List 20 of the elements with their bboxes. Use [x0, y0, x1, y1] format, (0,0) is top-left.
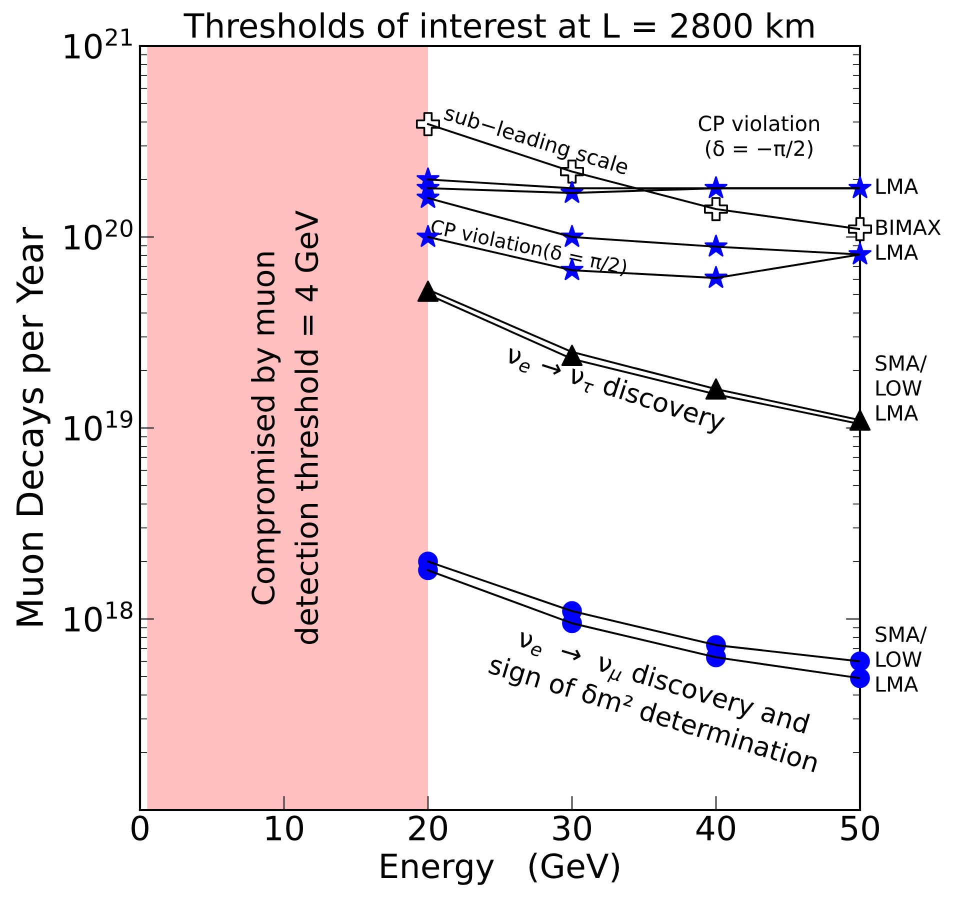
x-tick-label: 50: [841, 815, 879, 841]
text: BIMAX LMA: [876, 220, 941, 260]
y-tick-label: 10$^{18}$: [65, 601, 132, 632]
text: SMA/ LOW LMA: [876, 355, 927, 420]
x-tick-label: 40: [696, 815, 735, 841]
y-axis-title: Muon Decays per Year: [16, 226, 50, 626]
band-label: Compromised by muon detection threshold = 4 GeV: [251, 210, 318, 644]
x-tick-label: 0: [132, 815, 148, 841]
annotation: CP violation (δ = −π/2): [698, 115, 819, 159]
x-tick-label: 10: [266, 815, 303, 841]
x-axis-title: Energy (GeV): [381, 852, 619, 885]
chart-title: Thresholds of interest at L = 2800 km: [184, 12, 814, 38]
y-tick-label: 10$^{20}$: [65, 219, 132, 250]
x-tick-label: 20: [409, 815, 447, 841]
x-tick-label: 30: [553, 815, 591, 841]
y-tick-label: 10$^{19}$: [65, 410, 132, 441]
text: LMA: [876, 178, 918, 194]
text: SMA/ LOW LMA: [876, 626, 927, 692]
annotation: ν$_{e}$ → ν$_{τ}$ discovery: [504, 342, 727, 437]
y-tick-label: 10$^{21}$: [65, 28, 132, 59]
